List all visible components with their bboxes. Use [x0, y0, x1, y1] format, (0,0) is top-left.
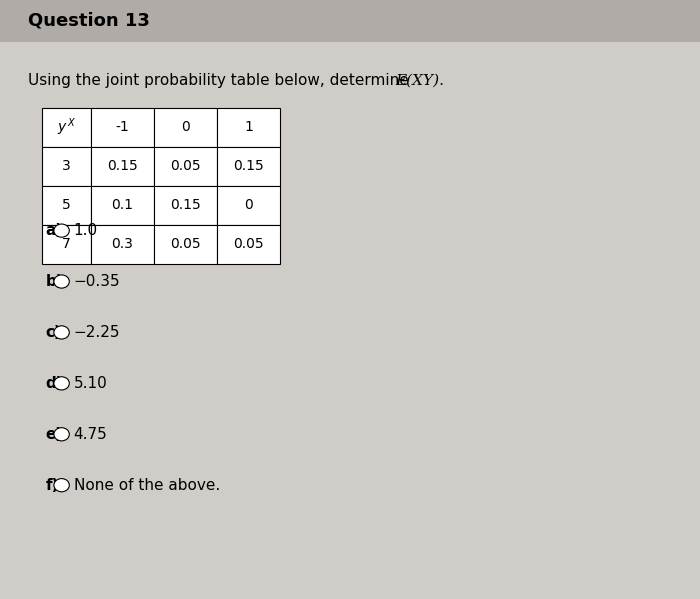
Text: 0.3: 0.3	[111, 237, 134, 251]
Text: c): c)	[46, 325, 62, 340]
Text: 5.10: 5.10	[74, 376, 107, 391]
Text: 4.75: 4.75	[74, 426, 107, 442]
Text: 0.15: 0.15	[170, 198, 201, 212]
Text: f): f)	[46, 477, 59, 493]
Text: 0.05: 0.05	[170, 237, 201, 251]
Text: 0: 0	[244, 198, 253, 212]
Text: 0.05: 0.05	[170, 159, 201, 173]
Text: E(XY).: E(XY).	[395, 74, 444, 88]
Text: Using the joint probability table below, determine: Using the joint probability table below,…	[28, 73, 414, 89]
Text: None of the above.: None of the above.	[74, 477, 220, 493]
Text: 3: 3	[62, 159, 71, 173]
Text: -1: -1	[116, 120, 130, 134]
Text: d): d)	[46, 376, 63, 391]
Text: 1: 1	[244, 120, 253, 134]
Text: −0.35: −0.35	[74, 274, 120, 289]
Text: 7: 7	[62, 237, 71, 251]
Text: b): b)	[46, 274, 63, 289]
Text: Question 13: Question 13	[28, 12, 150, 30]
Text: −2.25: −2.25	[74, 325, 120, 340]
Text: 5: 5	[62, 198, 71, 212]
Text: $y^{\,X}$: $y^{\,X}$	[57, 116, 76, 138]
Text: 0: 0	[181, 120, 190, 134]
Text: 0.1: 0.1	[111, 198, 134, 212]
Text: 0.15: 0.15	[107, 159, 138, 173]
Text: 1.0: 1.0	[74, 223, 97, 238]
Text: 0.15: 0.15	[233, 159, 264, 173]
Text: 0.05: 0.05	[233, 237, 264, 251]
Text: a): a)	[46, 223, 63, 238]
Text: e): e)	[46, 426, 63, 442]
